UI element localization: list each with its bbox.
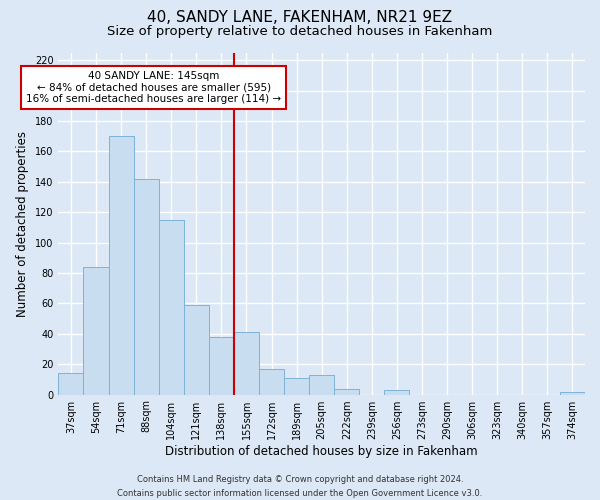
Bar: [560, 392, 585, 394]
Bar: [284, 378, 309, 394]
Text: Size of property relative to detached houses in Fakenham: Size of property relative to detached ho…: [107, 25, 493, 38]
Text: Contains HM Land Registry data © Crown copyright and database right 2024.
Contai: Contains HM Land Registry data © Crown c…: [118, 476, 482, 498]
Text: 40 SANDY LANE: 145sqm
← 84% of detached houses are smaller (595)
16% of semi-det: 40 SANDY LANE: 145sqm ← 84% of detached …: [26, 70, 281, 104]
Bar: [159, 220, 184, 394]
Bar: [184, 305, 209, 394]
Bar: [134, 178, 159, 394]
X-axis label: Distribution of detached houses by size in Fakenham: Distribution of detached houses by size …: [166, 444, 478, 458]
Bar: [334, 388, 359, 394]
Bar: [309, 375, 334, 394]
Bar: [259, 368, 284, 394]
Bar: [385, 390, 409, 394]
Y-axis label: Number of detached properties: Number of detached properties: [16, 130, 29, 316]
Bar: [234, 332, 259, 394]
Bar: [58, 374, 83, 394]
Bar: [209, 337, 234, 394]
Bar: [109, 136, 134, 394]
Bar: [83, 267, 109, 394]
Text: 40, SANDY LANE, FAKENHAM, NR21 9EZ: 40, SANDY LANE, FAKENHAM, NR21 9EZ: [148, 10, 452, 25]
